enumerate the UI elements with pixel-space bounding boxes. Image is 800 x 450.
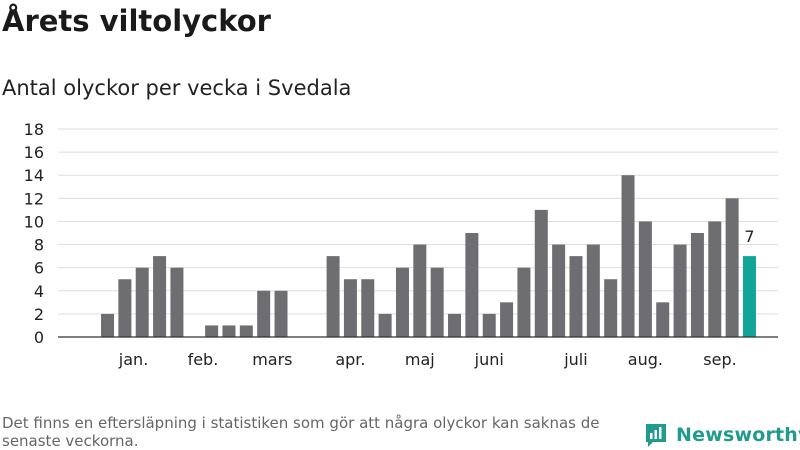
y-tick-label-4: 4 bbox=[34, 282, 44, 301]
chart-title: Årets viltolyckor bbox=[2, 4, 271, 38]
x-tick-label-aug: aug. bbox=[628, 350, 663, 369]
bar-week-30 bbox=[586, 244, 600, 337]
bar-week-9 bbox=[222, 325, 236, 337]
y-tick-label-8: 8 bbox=[34, 236, 44, 255]
y-tick-label-2: 2 bbox=[34, 305, 44, 324]
bar-week-4 bbox=[135, 267, 149, 337]
bar-week-29 bbox=[569, 256, 583, 337]
bar-week-12 bbox=[274, 290, 288, 337]
bar-week-17 bbox=[361, 279, 375, 337]
bar-week-38 bbox=[725, 198, 739, 337]
bar-week-39 bbox=[742, 256, 756, 337]
chart-subtitle: Antal olyckor per vecka i Svedala bbox=[2, 76, 352, 100]
bar-week-22 bbox=[448, 313, 462, 337]
bar-week-31 bbox=[604, 279, 618, 337]
x-tick-label-feb: feb. bbox=[188, 350, 219, 369]
x-tick-label-maj: maj bbox=[405, 350, 435, 369]
bar-week-27 bbox=[534, 209, 548, 337]
brand-logo: Newsworthy bbox=[644, 420, 800, 450]
bar-week-26 bbox=[517, 267, 531, 337]
bar-week-23 bbox=[465, 233, 479, 337]
bar-week-20 bbox=[413, 244, 427, 337]
y-tick-label-18: 18 bbox=[24, 120, 44, 139]
newsworthy-logo-icon bbox=[646, 424, 666, 447]
bar-week-37 bbox=[708, 221, 722, 337]
bar-week-34 bbox=[656, 302, 670, 337]
y-axis-ticks: 0 2 4 6 8 10 12 14 16 18 bbox=[24, 120, 44, 347]
y-tick-label-12: 12 bbox=[24, 189, 44, 208]
bar-week-24 bbox=[482, 313, 496, 337]
bar-week-6 bbox=[170, 267, 184, 337]
x-tick-label-mars: mars bbox=[252, 350, 292, 369]
y-tick-label-10: 10 bbox=[24, 212, 44, 231]
data-label-highlight: 7 bbox=[744, 227, 754, 246]
bar-week-33 bbox=[638, 221, 652, 337]
bar-week-21 bbox=[430, 267, 444, 337]
bar-week-19 bbox=[395, 267, 409, 337]
bar-week-18 bbox=[378, 313, 392, 337]
y-tick-label-0: 0 bbox=[34, 328, 44, 347]
bar-week-15 bbox=[326, 256, 340, 337]
x-tick-label-sep: sep. bbox=[703, 350, 736, 369]
bar-week-36 bbox=[690, 233, 704, 337]
y-tick-label-16: 16 bbox=[24, 143, 44, 162]
x-tick-label-juni: juni bbox=[474, 350, 504, 369]
bar-week-10 bbox=[239, 325, 253, 337]
x-tick-label-juli: juli bbox=[563, 350, 587, 369]
bar-week-5 bbox=[153, 256, 167, 337]
bar-week-28 bbox=[552, 244, 566, 337]
y-tick-label-6: 6 bbox=[34, 259, 44, 278]
x-tick-label-jan: jan. bbox=[118, 350, 148, 369]
bar-week-3 bbox=[118, 279, 132, 337]
bar-week-16 bbox=[343, 279, 357, 337]
bar-week-8 bbox=[205, 325, 219, 337]
x-axis-month-labels: jan. feb. mars apr. maj juni juli aug. sep. bbox=[118, 350, 737, 369]
bar-week-25 bbox=[500, 302, 514, 337]
x-tick-label-apr: apr. bbox=[335, 350, 365, 369]
data-labels: 7 bbox=[744, 227, 754, 246]
bar-week-35 bbox=[673, 244, 687, 337]
bar-week-11 bbox=[257, 290, 271, 337]
brand-name: Newsworthy bbox=[676, 424, 800, 446]
y-tick-label-14: 14 bbox=[24, 166, 44, 185]
bar-week-32 bbox=[621, 175, 635, 337]
footnote: Det finns en eftersläpning i statistiken… bbox=[2, 414, 600, 450]
bars bbox=[101, 175, 756, 337]
bar-week-2 bbox=[101, 313, 115, 337]
